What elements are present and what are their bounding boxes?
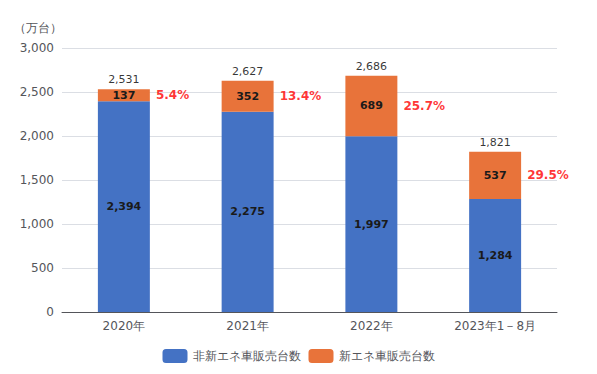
svg-text:1,500: 1,500 — [20, 173, 54, 187]
svg-text:2,000: 2,000 — [20, 129, 54, 143]
svg-text:3,000: 3,000 — [20, 41, 54, 55]
svg-text:13.4%: 13.4% — [280, 89, 322, 103]
svg-text:0: 0 — [46, 305, 54, 319]
svg-text:2,627: 2,627 — [232, 65, 264, 78]
svg-text:2022年: 2022年 — [350, 319, 393, 333]
svg-text:537: 537 — [484, 169, 507, 182]
svg-text:689: 689 — [360, 99, 383, 112]
svg-text:2021年: 2021年 — [226, 319, 269, 333]
svg-text:（万台）: （万台） — [14, 21, 62, 35]
svg-text:非新エネ車販売台数: 非新エネ車販売台数 — [193, 349, 301, 363]
svg-text:2,275: 2,275 — [230, 205, 265, 218]
svg-text:29.5%: 29.5% — [527, 168, 569, 182]
svg-text:1,821: 1,821 — [479, 136, 511, 149]
svg-text:2023年1－8月: 2023年1－8月 — [454, 319, 536, 333]
svg-text:500: 500 — [31, 261, 54, 275]
svg-text:352: 352 — [236, 90, 259, 103]
svg-text:5.4%: 5.4% — [156, 88, 189, 102]
svg-text:1,997: 1,997 — [354, 218, 389, 231]
svg-text:2,531: 2,531 — [108, 73, 140, 86]
svg-text:1,284: 1,284 — [478, 249, 513, 262]
svg-text:2,500: 2,500 — [20, 85, 54, 99]
svg-text:1,000: 1,000 — [20, 217, 54, 231]
svg-text:137: 137 — [112, 89, 135, 102]
svg-text:2,394: 2,394 — [106, 200, 141, 213]
svg-text:2,686: 2,686 — [356, 60, 388, 73]
svg-text:2020年: 2020年 — [103, 319, 146, 333]
svg-text:25.7%: 25.7% — [403, 99, 445, 113]
svg-text:新エネ車販売台数: 新エネ車販売台数 — [339, 349, 435, 363]
